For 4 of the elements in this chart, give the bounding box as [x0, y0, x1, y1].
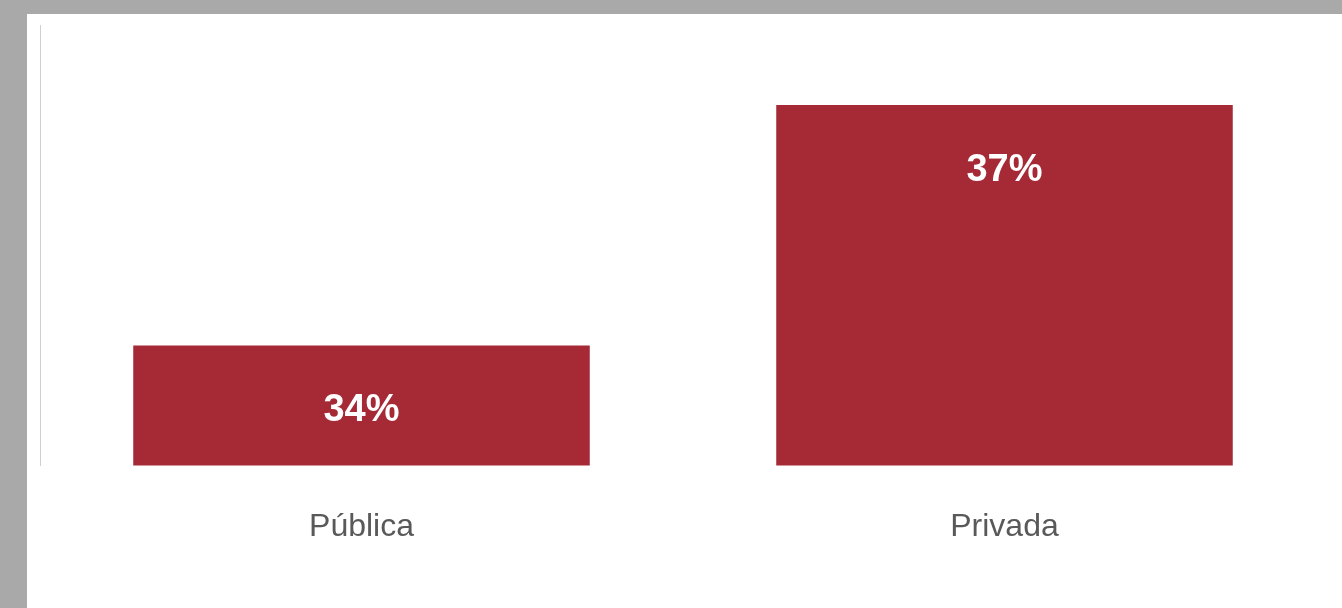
- data-label: 37%: [966, 146, 1043, 189]
- data-label: 34%: [323, 386, 400, 429]
- x-tick-label: Privada: [950, 506, 1059, 543]
- x-tick-label: Pública: [309, 506, 415, 543]
